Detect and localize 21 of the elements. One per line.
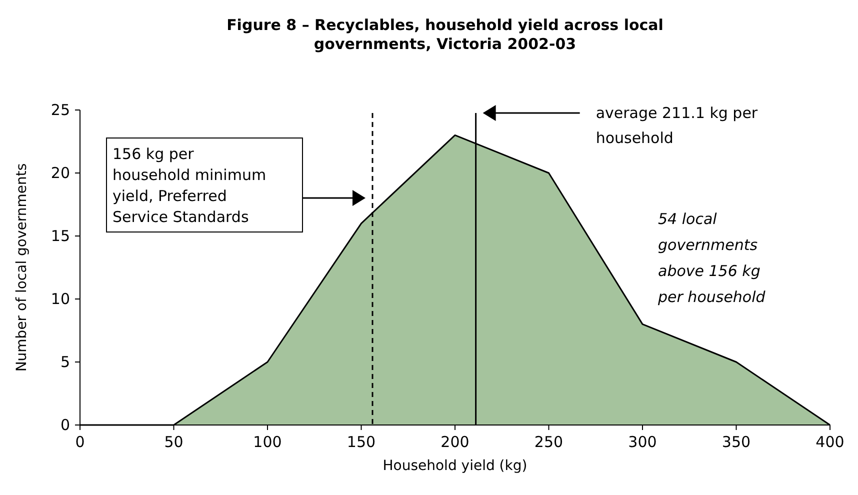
x-tick-label: 300: [628, 433, 657, 451]
x-tick-label: 150: [346, 433, 376, 451]
x-tick-label: 400: [816, 433, 844, 451]
y-tick-label: 5: [60, 353, 70, 371]
x-tick-label: 200: [440, 433, 470, 451]
y-tick-label: 20: [50, 164, 70, 182]
x-tick-label: 50: [164, 433, 184, 451]
x-tick-label: 350: [722, 433, 751, 451]
x-tick-label: 100: [253, 433, 282, 451]
x-axis-title: Household yield (kg): [382, 458, 528, 474]
annotation: 54 local governments above 156 kg per household: [657, 210, 766, 306]
y-tick-label: 15: [50, 227, 70, 245]
x-tick-label: 250: [534, 433, 564, 451]
y-tick-label: 25: [50, 101, 70, 119]
y-tick-label: 10: [50, 290, 70, 308]
x-tick-label: 0: [75, 433, 85, 451]
y-axis-title: Number of local governments: [14, 163, 30, 372]
annotation: 156 kg per household minimum yield, Preferred Service Standards: [112, 145, 266, 226]
chart-title: Figure 8 – Recyclables, household yield across local governments, Victoria 2002-03: [226, 16, 664, 53]
annotation: average 211.1 kg per household: [596, 104, 758, 147]
y-tick-label: 0: [60, 416, 70, 434]
